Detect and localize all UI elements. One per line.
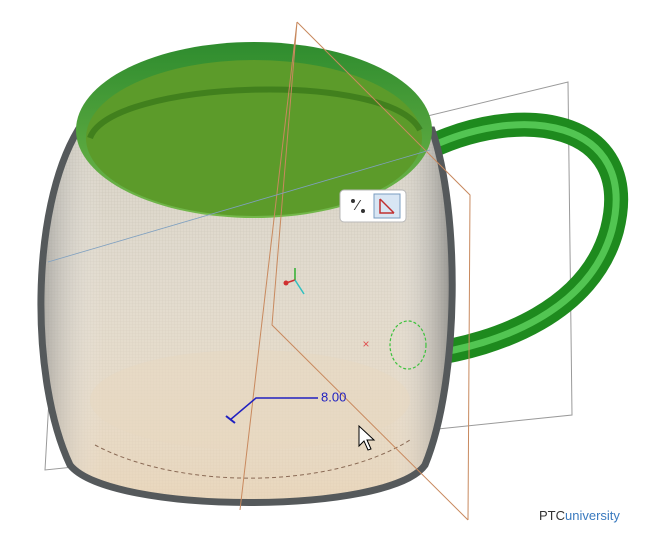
svg-text:⁄: ⁄: [353, 197, 362, 214]
svg-text:×: ×: [362, 337, 369, 351]
logo-suffix: university: [565, 508, 620, 523]
mouse-cursor: [358, 424, 376, 451]
handle-highlight: [416, 121, 620, 359]
plane-display-button[interactable]: [373, 193, 401, 219]
logo: PTCuniversity: [539, 508, 620, 523]
dimension-leader: [229, 397, 318, 421]
flip-button[interactable]: ⁄: [351, 197, 365, 214]
mini-toolbar: ⁄: [339, 189, 407, 223]
dimension-value[interactable]: 8.00: [321, 389, 346, 404]
datum-plane-front: [239, 21, 471, 521]
coordinate-system: [283, 268, 305, 295]
logo-brand: PTC: [539, 508, 565, 523]
mug-base: [90, 350, 410, 450]
